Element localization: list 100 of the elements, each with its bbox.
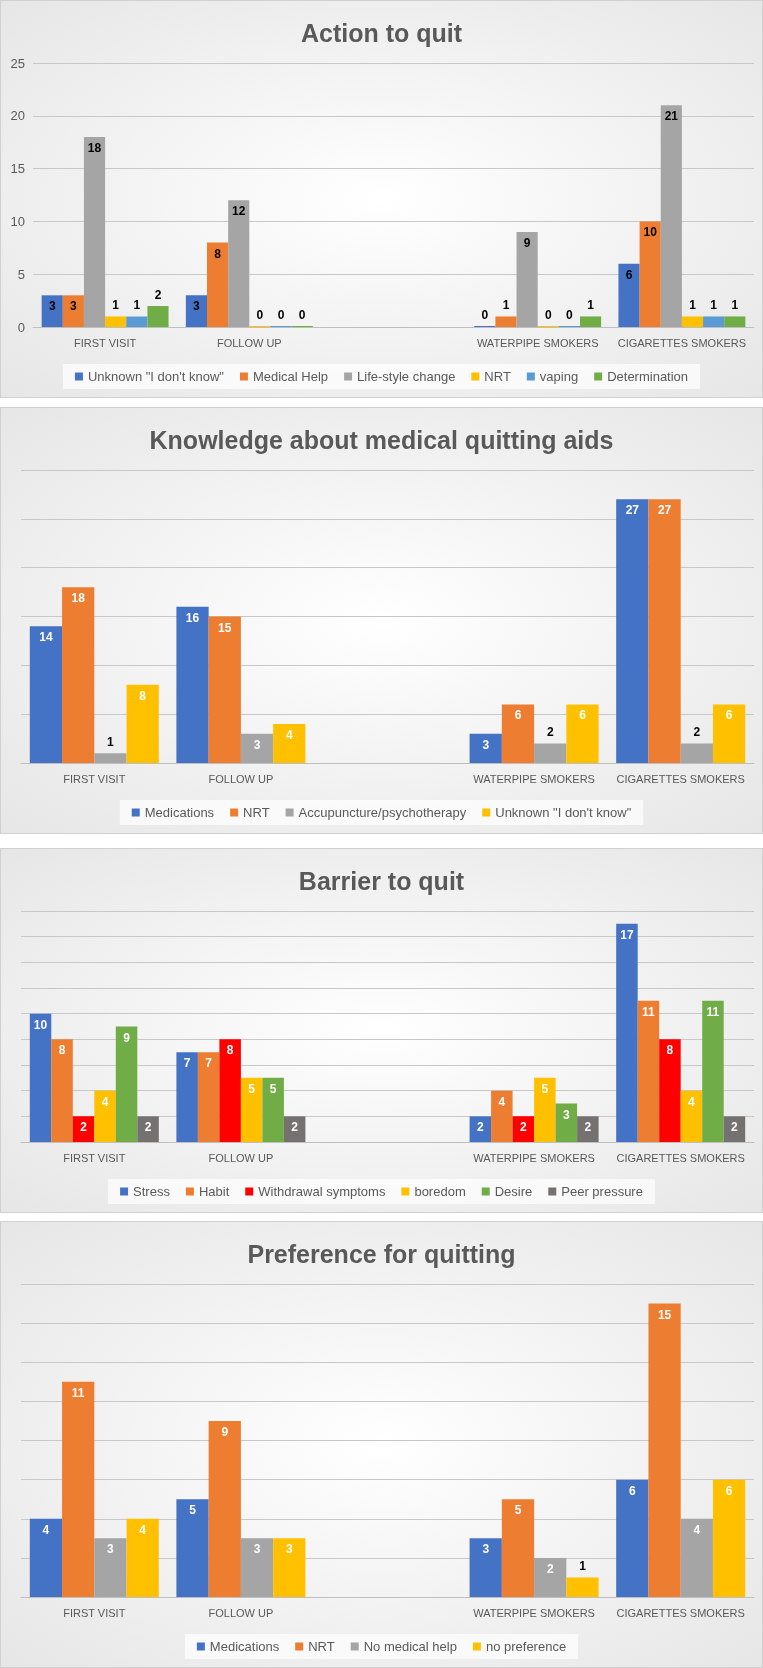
legend-label: Withdrawal symptoms	[258, 1184, 386, 1199]
data-label: 4	[101, 1094, 109, 1109]
legend-label: Desire	[494, 1184, 533, 1199]
data-label: 2	[154, 287, 162, 302]
legend-label: Habit	[198, 1184, 230, 1199]
x-tick-label: CIGARETTES SMOKERS	[616, 1151, 745, 1164]
bar	[501, 1499, 535, 1597]
data-label: 2	[584, 1120, 592, 1135]
data-label: 1	[107, 735, 115, 750]
x-tick-label: FIRST VISIT	[74, 336, 137, 349]
data-label: 7	[205, 1056, 213, 1071]
bar	[495, 316, 517, 327]
data-label: 21	[664, 109, 679, 124]
data-label: 1	[731, 298, 739, 313]
data-label: 9	[523, 235, 531, 250]
data-label: 0	[277, 308, 285, 322]
data-label: 4	[139, 1522, 147, 1537]
bar	[51, 1039, 73, 1142]
bar	[712, 1479, 746, 1597]
data-label: 2	[693, 725, 701, 740]
data-label: 2	[291, 1120, 299, 1135]
data-label: 10	[33, 1017, 48, 1032]
data-label: 8	[226, 1043, 234, 1058]
legend-label: vaping	[539, 369, 579, 384]
legend-label: Accupuncture/psychotherapy	[298, 805, 467, 820]
legend-label: boredom	[414, 1184, 466, 1199]
bar	[126, 1518, 159, 1597]
y-tick-label: 15	[10, 161, 25, 177]
legend-label: no preference	[485, 1639, 567, 1654]
legend-label: NRT	[484, 369, 511, 384]
bar	[126, 684, 159, 763]
data-label: 6	[514, 708, 522, 723]
data-label: 5	[541, 1081, 549, 1096]
bar	[208, 616, 241, 763]
data-label: 14	[39, 630, 53, 645]
x-tick-label: CIGARETTES SMOKERS	[617, 336, 747, 349]
bar	[176, 1499, 209, 1597]
data-label: 16	[185, 610, 200, 625]
bar	[616, 923, 638, 1142]
data-label: 18	[87, 140, 102, 155]
bar	[724, 316, 746, 327]
data-label: 5	[189, 1503, 197, 1518]
bar	[637, 1000, 660, 1142]
bar	[577, 1116, 599, 1142]
bar	[29, 626, 63, 763]
bar	[176, 606, 209, 763]
data-label: 8	[214, 246, 222, 261]
x-tick-label: FOLLOW UP	[216, 336, 282, 349]
bar	[648, 1303, 681, 1597]
data-label: 6	[628, 1483, 636, 1498]
data-label: 0	[481, 308, 489, 322]
data-label: 4	[42, 1522, 50, 1537]
data-label: 4	[688, 1094, 696, 1109]
x-tick-label: FIRST VISIT	[63, 1606, 126, 1619]
bar	[240, 1538, 274, 1597]
x-tick-label: CIGARETTES SMOKERS	[616, 1606, 745, 1619]
x-tick-label: FOLLOW UP	[208, 1151, 274, 1164]
data-label: 2	[144, 1120, 152, 1135]
bar	[580, 316, 602, 327]
data-label: 27	[657, 503, 672, 518]
data-label: 3	[285, 1542, 293, 1557]
legend-label: No medical help	[363, 1639, 457, 1654]
bar	[29, 1013, 52, 1142]
bar	[723, 1116, 746, 1142]
data-label: 18	[71, 591, 86, 606]
bar	[273, 1538, 306, 1597]
data-label: 3	[563, 1107, 571, 1122]
data-label: 3	[70, 299, 78, 314]
data-label: 5	[514, 1503, 522, 1518]
data-label: 6	[725, 708, 733, 723]
x-tick-label: FOLLOW UP	[208, 1606, 274, 1619]
data-label: 1	[710, 298, 718, 313]
bar	[659, 1039, 681, 1142]
data-label: 5	[269, 1081, 277, 1096]
bar	[555, 1103, 578, 1142]
bar	[197, 1052, 220, 1142]
bar	[616, 1479, 649, 1597]
chart-title: Action to quit	[300, 18, 463, 47]
chart-title: Knowledge about medical quitting aids	[149, 425, 614, 454]
bar	[516, 231, 538, 327]
data-label: 2	[546, 725, 554, 740]
data-label: 10	[643, 225, 658, 240]
bar	[29, 1518, 63, 1597]
data-label: 1	[689, 298, 697, 313]
x-tick-label: FIRST VISIT	[63, 772, 126, 785]
data-label: 3	[48, 299, 56, 314]
x-tick-label: WATERPIPE SMOKERS	[473, 1151, 595, 1164]
bar	[94, 1090, 116, 1142]
bar	[469, 1538, 502, 1597]
x-tick-label: WATERPIPE SMOKERS	[473, 772, 595, 785]
data-label: 0	[298, 308, 306, 322]
data-label: 2	[546, 1561, 554, 1576]
data-label: 1	[579, 1559, 587, 1574]
data-label: 0	[566, 308, 574, 322]
bar	[62, 1381, 95, 1597]
data-label: 6	[625, 267, 633, 282]
bar	[534, 1557, 567, 1597]
y-tick-label: 25	[10, 55, 25, 71]
legend-label: NRT	[243, 805, 270, 820]
legend-label: Stress	[133, 1184, 171, 1199]
